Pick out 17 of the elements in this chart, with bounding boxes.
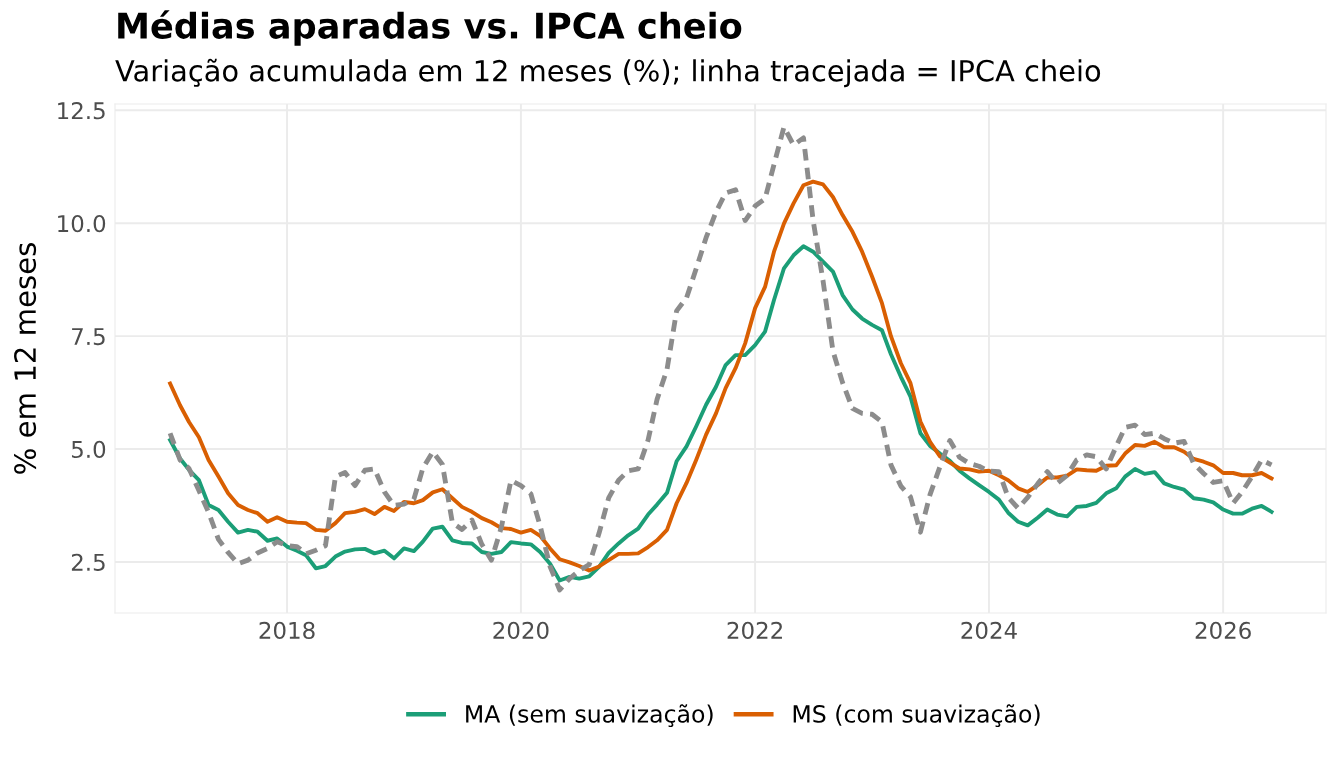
y-tick-label: 5.0: [71, 440, 106, 459]
x-tick-label: 2024: [961, 621, 1017, 640]
line-series: [168, 179, 1274, 573]
y-tick-label: 7.5: [72, 328, 105, 346]
chart-title: Médias aparadas vs. IPCA cheio: [118, 10, 742, 46]
y-tick-label: 12.5: [58, 102, 105, 120]
y-axis-title: % em 12 meses: [14, 243, 37, 474]
y-tick-label: 10.0: [58, 214, 106, 233]
x-tick-label: 2022: [727, 621, 782, 640]
line-series: [168, 244, 1274, 583]
y-tick-label: 2.5: [71, 553, 105, 571]
x-tick-label: 2026: [1195, 621, 1251, 640]
chart-subtitle: Variação acumulada em 12 meses (%); linha tracejada = IPCA cheio: [115, 58, 1101, 88]
legend-label: MA (sem suavização): [466, 704, 713, 728]
legend-label: MS (com suavização): [793, 704, 1040, 728]
x-tick-label: 2020: [493, 621, 549, 640]
x-tick-label: 2018: [259, 621, 315, 640]
